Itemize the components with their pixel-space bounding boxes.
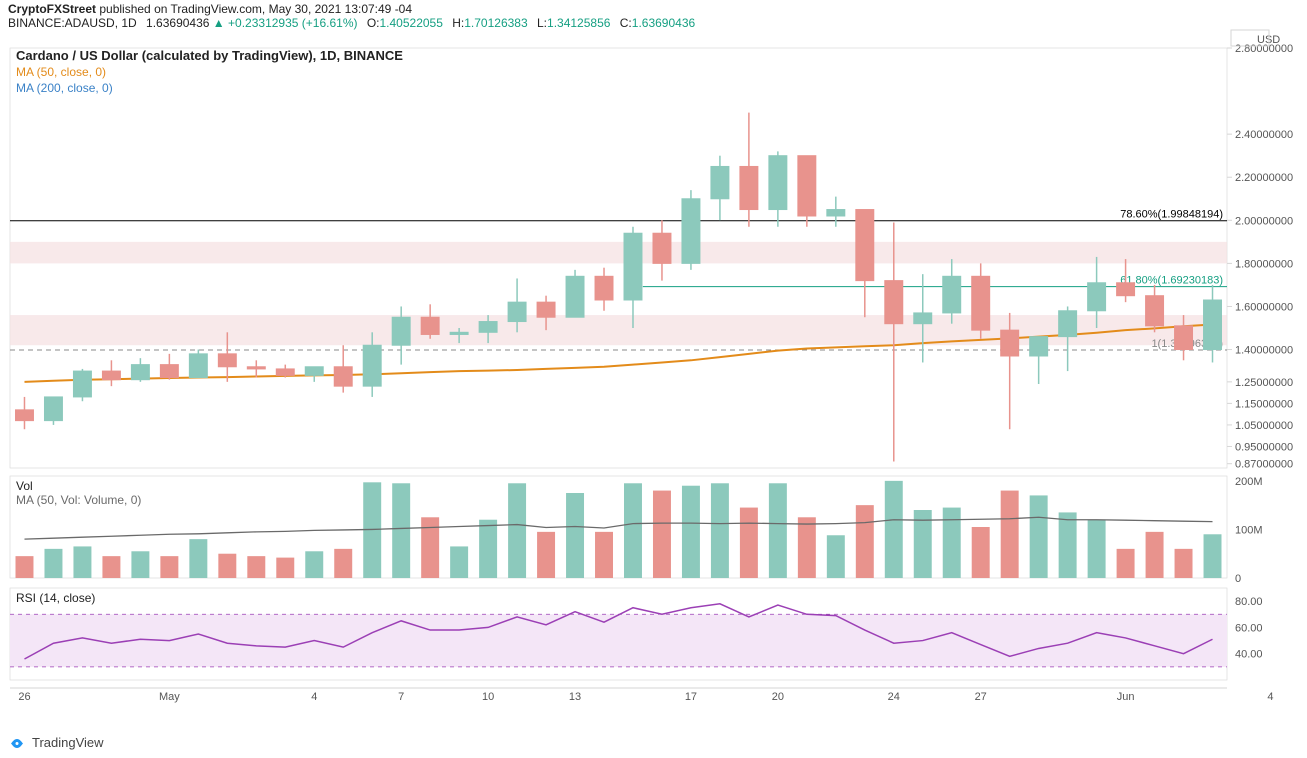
svg-text:7: 7 [398, 691, 404, 703]
svg-text:0.87000000: 0.87000000 [1235, 459, 1293, 471]
svg-text:0: 0 [1235, 573, 1241, 585]
svg-text:24: 24 [888, 691, 900, 703]
ohlc-h: 1.70126383 [464, 16, 527, 30]
svg-text:RSI (14, close): RSI (14, close) [16, 591, 95, 605]
ohlc-o: 1.40522055 [380, 16, 443, 30]
svg-text:100M: 100M [1235, 524, 1263, 536]
ohlc-l: 1.34125856 [547, 16, 610, 30]
svg-text:1.15000000: 1.15000000 [1235, 398, 1293, 410]
svg-text:26: 26 [18, 691, 30, 703]
tradingview-icon [8, 733, 26, 751]
svg-text:78.60%(1.99848194): 78.60%(1.99848194) [1120, 209, 1223, 221]
svg-text:MA (50, close, 0): MA (50, close, 0) [16, 65, 106, 79]
svg-text:MA (200, close, 0): MA (200, close, 0) [16, 81, 113, 95]
svg-text:May: May [159, 691, 180, 703]
svg-text:61.80%(1.69230183): 61.80%(1.69230183) [1120, 275, 1223, 287]
svg-text:1.05000000: 1.05000000 [1235, 420, 1293, 432]
svg-text:1.40000000: 1.40000000 [1235, 345, 1293, 357]
svg-text:20: 20 [772, 691, 784, 703]
svg-text:2.00000000: 2.00000000 [1235, 215, 1293, 227]
svg-text:17: 17 [685, 691, 697, 703]
svg-text:4: 4 [311, 691, 317, 703]
symbol: BINANCE:ADAUSD, 1D [8, 16, 137, 30]
svg-text:1.60000000: 1.60000000 [1235, 301, 1293, 313]
header-datetime: May 30, 2021 13:07:49 -04 [269, 2, 412, 16]
up-arrow-icon: ▲ [213, 16, 225, 30]
svg-text:200M: 200M [1235, 476, 1263, 488]
svg-text:1.25000000: 1.25000000 [1235, 377, 1293, 389]
last-price: 1.63690436 [146, 16, 209, 30]
change: +0.23312935 [228, 16, 298, 30]
svg-text:27: 27 [975, 691, 987, 703]
change-pct: (+16.61%) [302, 16, 358, 30]
svg-text:Vol: Vol [16, 479, 33, 493]
svg-text:Jun: Jun [1117, 691, 1135, 703]
svg-text:40.00: 40.00 [1235, 649, 1263, 661]
publisher: CryptoFXStreet [8, 2, 96, 16]
svg-text:Cardano / US Dollar (calculate: Cardano / US Dollar (calculated by Tradi… [16, 48, 403, 63]
svg-text:2.40000000: 2.40000000 [1235, 129, 1293, 141]
svg-text:60.00: 60.00 [1235, 622, 1263, 634]
svg-text:4: 4 [1267, 691, 1273, 703]
chart-canvas[interactable]: 2.800000002.400000002.200000002.00000000… [0, 0, 1307, 755]
svg-text:MA (50, Vol: Volume, 0): MA (50, Vol: Volume, 0) [16, 493, 141, 507]
published-on: published on TradingView.com, [99, 2, 265, 16]
header-row: CryptoFXStreet published on TradingView.… [8, 2, 1299, 30]
svg-text:13: 13 [569, 691, 581, 703]
ohlc-c: 1.63690436 [632, 16, 695, 30]
svg-text:2.20000000: 2.20000000 [1235, 172, 1293, 184]
svg-text:10: 10 [482, 691, 494, 703]
svg-text:0.95000000: 0.95000000 [1235, 441, 1293, 453]
brand-footer: TradingView [8, 733, 104, 751]
svg-text:1.80000000: 1.80000000 [1235, 258, 1293, 270]
svg-text:80.00: 80.00 [1235, 596, 1263, 608]
brand-label: TradingView [32, 735, 104, 750]
